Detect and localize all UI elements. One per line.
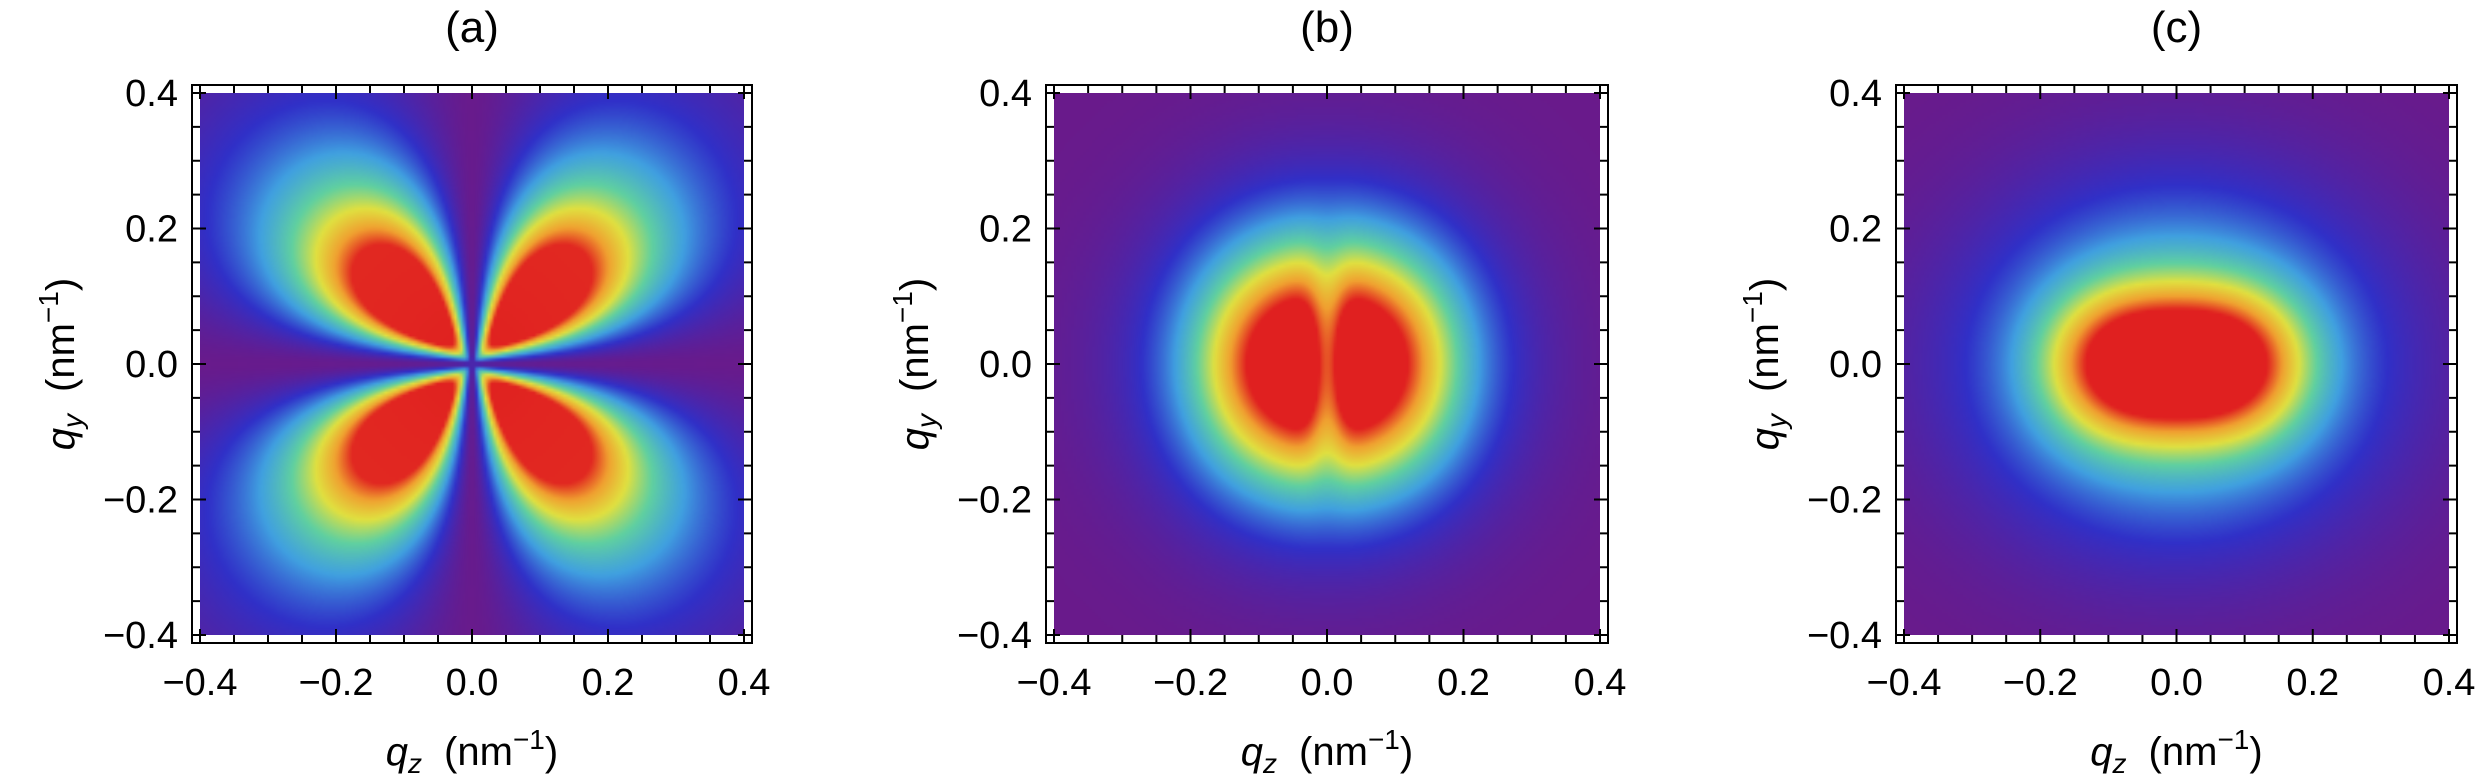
y-tick-label: −0.4 bbox=[1807, 615, 1882, 657]
y-tick-label: 0.0 bbox=[1829, 344, 1882, 386]
x-tick-label: −0.2 bbox=[1153, 662, 1228, 704]
x-tick-label: −0.2 bbox=[2003, 662, 2078, 704]
tick-marks bbox=[1046, 85, 1608, 643]
y-tick-label: 0.0 bbox=[979, 344, 1032, 386]
heatmap-image bbox=[200, 93, 744, 635]
panel-title: (c) bbox=[2151, 3, 2202, 52]
y-tick-label: 0.2 bbox=[1829, 209, 1882, 251]
y-tick-label: 0.2 bbox=[125, 209, 178, 251]
x-tick-label: 0.4 bbox=[2423, 662, 2476, 704]
y-tick-label: −0.4 bbox=[957, 615, 1032, 657]
tick-marks bbox=[192, 85, 752, 643]
x-tick-label: 0.0 bbox=[2150, 662, 2203, 704]
x-tick-label: 0.2 bbox=[2286, 662, 2339, 704]
y-tick-labels: −0.4 −0.2 0.0 0.2 0.4 bbox=[957, 73, 1032, 657]
x-axis-label: qz (nm−1) bbox=[1241, 724, 1413, 779]
x-tick-label: −0.4 bbox=[162, 662, 237, 704]
heatmap-image bbox=[1054, 93, 1600, 635]
y-axis-label: qy(nm−1) bbox=[33, 278, 88, 450]
x-tick-labels: −0.4 −0.2 0.0 0.2 0.4 bbox=[1016, 662, 1626, 704]
x-tick-label: 0.4 bbox=[718, 662, 771, 704]
y-tick-label: 0.2 bbox=[979, 209, 1032, 251]
panel-a: (a) −0.4 −0.2 0.0 0.2 0.4 −0.4 −0.2 0.0 … bbox=[33, 3, 770, 779]
y-axis-label: qy(nm−1) bbox=[887, 278, 942, 450]
panel-title: (a) bbox=[445, 3, 499, 52]
panel-title: (b) bbox=[1300, 3, 1354, 52]
x-tick-label: 0.0 bbox=[446, 662, 499, 704]
y-axis-label: qy(nm−1) bbox=[1737, 278, 1792, 450]
x-tick-label: 0.2 bbox=[582, 662, 635, 704]
heatmap-image bbox=[1904, 93, 2449, 635]
y-tick-label: −0.2 bbox=[957, 480, 1032, 522]
y-tick-label: 0.4 bbox=[1829, 73, 1882, 115]
y-tick-label: 0.4 bbox=[979, 73, 1032, 115]
y-tick-label: 0.4 bbox=[125, 73, 178, 115]
x-tick-label: 0.4 bbox=[1574, 662, 1627, 704]
x-tick-label: −0.2 bbox=[298, 662, 373, 704]
y-tick-labels: −0.4 −0.2 0.0 0.2 0.4 bbox=[1807, 73, 1882, 657]
x-tick-label: −0.4 bbox=[1866, 662, 1941, 704]
x-axis-label: qz (nm−1) bbox=[386, 724, 558, 779]
x-tick-label: 0.2 bbox=[1437, 662, 1490, 704]
x-tick-label: −0.4 bbox=[1016, 662, 1091, 704]
y-tick-label: −0.2 bbox=[1807, 480, 1882, 522]
tick-marks bbox=[1896, 85, 2457, 643]
y-tick-label: −0.2 bbox=[103, 480, 178, 522]
panel-c: (c) −0.4 −0.2 0.0 0.2 0.4 −0.4 −0.2 0.0 … bbox=[1737, 3, 2475, 779]
x-tick-label: 0.0 bbox=[1301, 662, 1354, 704]
y-tick-label: 0.0 bbox=[125, 344, 178, 386]
y-tick-label: −0.4 bbox=[103, 615, 178, 657]
x-axis-label: qz (nm−1) bbox=[2090, 724, 2262, 779]
panel-b: (b) −0.4 −0.2 0.0 0.2 0.4 −0.4 −0.2 0.0 … bbox=[887, 3, 1626, 779]
y-tick-labels: −0.4 −0.2 0.0 0.2 0.4 bbox=[103, 73, 178, 657]
x-tick-labels: −0.4 −0.2 0.0 0.2 0.4 bbox=[1866, 662, 2475, 704]
x-tick-labels: −0.4 −0.2 0.0 0.2 0.4 bbox=[162, 662, 770, 704]
